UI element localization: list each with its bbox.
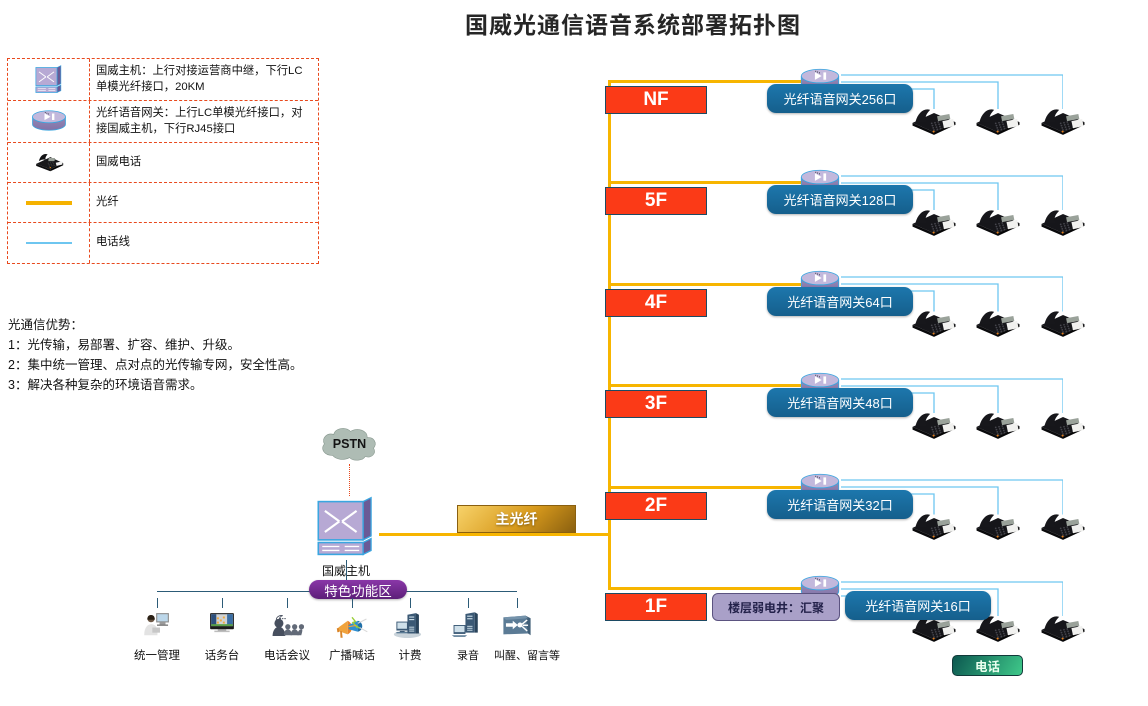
svg-text:PSTN: PSTN xyxy=(333,437,366,451)
